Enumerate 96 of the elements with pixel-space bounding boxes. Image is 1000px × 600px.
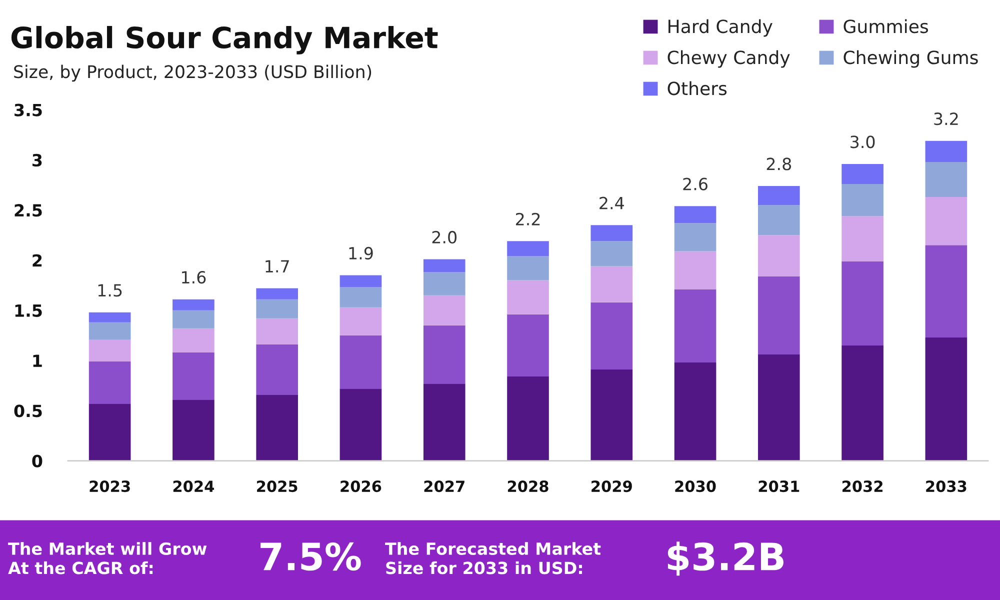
bar	[758, 276, 800, 354]
chart-subtitle: Size, by Product, 2023-2033 (USD Billion)	[14, 64, 372, 82]
bar	[88, 404, 131, 461]
bar	[590, 266, 633, 302]
total-label: 2.0	[432, 230, 457, 244]
bar	[674, 206, 716, 224]
bar	[88, 339, 131, 362]
total-label: 2.4	[600, 196, 624, 210]
bar	[925, 162, 968, 198]
bar	[758, 205, 800, 236]
legend-label: Others	[668, 81, 727, 96]
bar	[925, 245, 968, 338]
bar	[590, 241, 633, 266]
bar	[758, 235, 800, 276]
bar	[925, 197, 968, 246]
bar	[590, 370, 633, 461]
x-tick-label: 2028	[508, 480, 548, 492]
x-tick-label: 2026	[340, 480, 382, 492]
total-label: 1.9	[349, 246, 373, 260]
bar	[172, 352, 214, 400]
legend-label: Chewy Candy	[668, 50, 790, 68]
bar	[758, 186, 800, 206]
y-tick-label: 3	[32, 154, 42, 167]
bar	[172, 299, 214, 310]
bar	[674, 289, 716, 363]
total-label: 1.7	[266, 260, 289, 272]
x-tick-label: 2032	[842, 480, 882, 492]
bar	[172, 310, 214, 328]
total-label: 3.2	[934, 112, 958, 126]
bar	[842, 216, 884, 262]
total-label: 3.0	[850, 136, 875, 148]
bar	[590, 225, 633, 242]
bar	[758, 354, 800, 461]
x-tick-label: 2030	[675, 480, 716, 492]
bar	[674, 362, 716, 461]
text: The Forecasted Market Size for 2033 in USD:	[385, 542, 601, 574]
bar	[507, 280, 549, 314]
bar	[340, 335, 382, 389]
x-tick-label: 2023	[90, 480, 130, 492]
bar	[423, 384, 466, 461]
bar	[172, 400, 214, 461]
y-tick-label: 3.5	[14, 104, 42, 116]
x-tick-label: 2033	[926, 480, 966, 492]
bar	[507, 256, 549, 280]
bar	[842, 164, 884, 184]
bar	[674, 251, 716, 290]
bar	[507, 314, 549, 377]
y-tick-label: 0	[32, 454, 42, 468]
bar	[340, 287, 382, 308]
bar	[674, 223, 716, 252]
text: The Market will Grow At the CAGR of:	[8, 542, 207, 574]
bar	[88, 312, 131, 322]
bar	[507, 376, 549, 461]
x-tick-label: 2027	[424, 480, 464, 492]
bar	[842, 261, 884, 346]
legend-label: Hard Candy	[668, 19, 772, 37]
bar	[256, 299, 298, 318]
bar	[256, 394, 298, 461]
bar	[256, 344, 298, 395]
bar	[925, 337, 968, 461]
total-label: 2.2	[516, 212, 540, 226]
y-tick-label: 1	[33, 354, 42, 367]
bar	[172, 328, 214, 352]
bar	[842, 184, 884, 216]
total-label: 1.5	[98, 284, 122, 297]
text: $3.2B	[668, 542, 784, 576]
total-label: 2.6	[683, 178, 708, 190]
total-label: 1.6	[182, 271, 206, 284]
chart-title: Global Sour Candy Market	[11, 26, 438, 54]
bar	[256, 288, 298, 300]
bar	[88, 362, 131, 404]
bar	[423, 272, 466, 296]
bar	[256, 318, 298, 344]
bar	[340, 388, 382, 461]
bar	[507, 241, 549, 256]
y-tick-label: 0.5	[14, 404, 42, 418]
bar	[925, 140, 968, 162]
bar	[423, 325, 466, 384]
bar	[340, 275, 382, 288]
bar	[590, 302, 633, 370]
total-label: 2.8	[766, 158, 792, 170]
bar	[842, 345, 884, 461]
y-tick-label: 2	[32, 254, 42, 267]
x-tick-label: 2031	[758, 480, 800, 492]
y-tick-label: 1.5	[15, 304, 42, 317]
legend-label: Gummies	[844, 19, 928, 34]
legend-label: Chewing Gums	[844, 50, 978, 68]
y-tick-label: 2.5	[14, 204, 42, 217]
bar	[88, 322, 131, 340]
x-tick-label: 2029	[592, 480, 632, 492]
bar	[423, 295, 466, 326]
x-tick-label: 2024	[173, 480, 214, 492]
bar	[340, 307, 382, 336]
bar	[423, 259, 466, 272]
text: 7.5%	[260, 542, 361, 571]
x-tick-label: 2025	[257, 480, 298, 492]
